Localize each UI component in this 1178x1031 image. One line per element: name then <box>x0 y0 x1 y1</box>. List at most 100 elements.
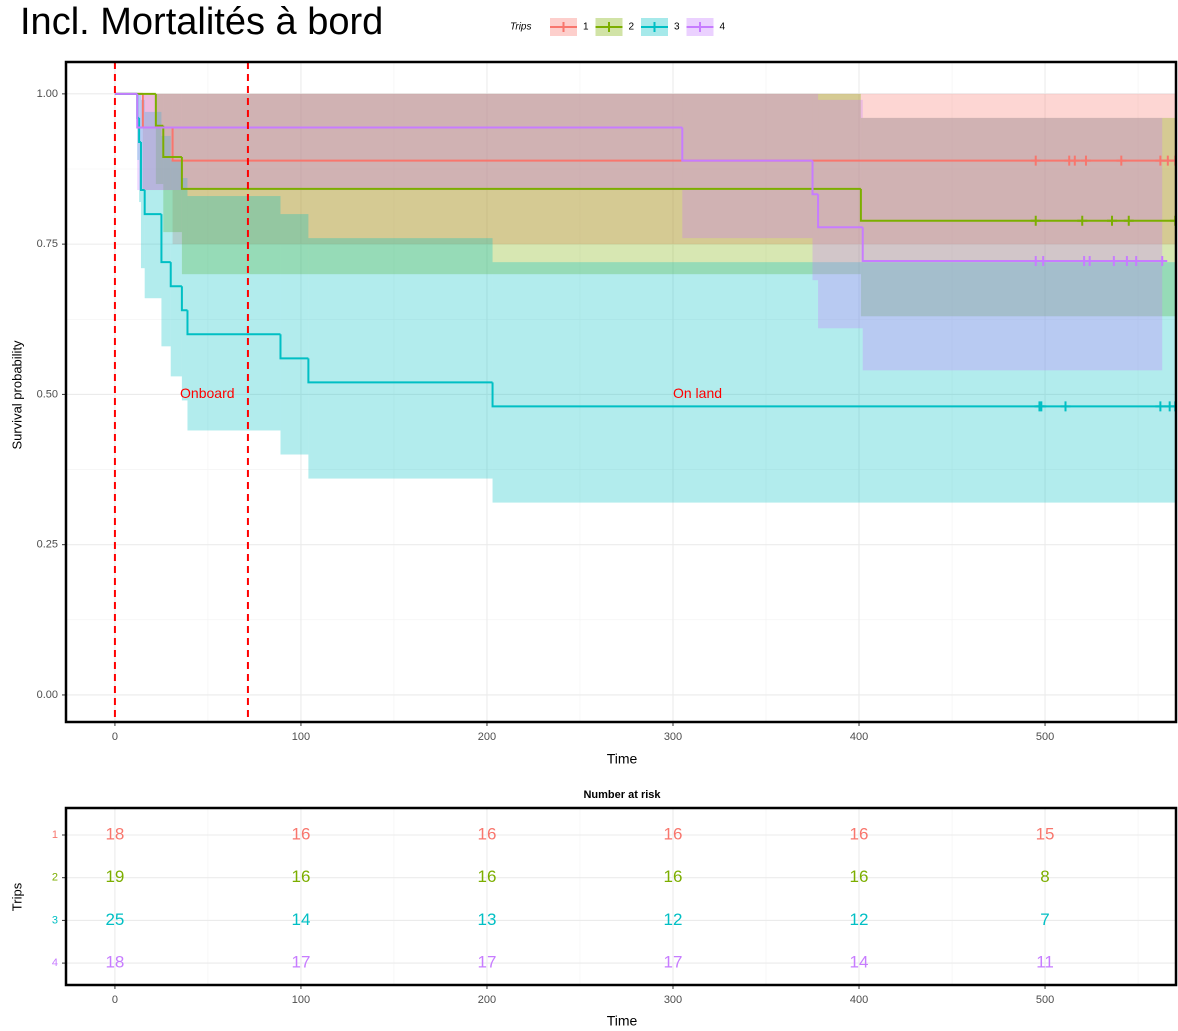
survival-step <box>307 358 493 384</box>
risk-count: 16 <box>664 867 683 886</box>
survival-step <box>180 286 188 312</box>
y-axis-label: Survival probability <box>9 340 24 450</box>
confidence-band <box>161 135 171 347</box>
risk-row-label: 2 <box>52 872 58 884</box>
plot-area <box>114 92 1176 503</box>
risk-count: 8 <box>1040 867 1049 886</box>
risk-x-tick-label: 400 <box>850 994 868 1006</box>
risk-x-tick-label: 100 <box>292 994 310 1006</box>
risk-count: 7 <box>1040 910 1049 929</box>
risk-x-tick-label: 200 <box>478 994 496 1006</box>
risk-table-title: Number at risk <box>583 789 661 801</box>
survival-step <box>861 227 1163 262</box>
survival-step <box>681 127 813 162</box>
confidence-band <box>860 117 1176 317</box>
censor-mark <box>1155 401 1166 412</box>
survival-step <box>160 214 171 264</box>
confidence-band <box>818 99 863 329</box>
risk-row-label: 3 <box>52 914 58 926</box>
x-tick-label: 400 <box>850 731 868 743</box>
risk-row-label: 4 <box>52 957 58 969</box>
risk-count: 16 <box>291 824 310 843</box>
censor-mark <box>1060 401 1071 412</box>
confidence-band <box>181 93 861 275</box>
chart-title: Incl. Mortalités à bord <box>20 1 383 43</box>
censor-mark <box>1157 255 1168 266</box>
risk-count: 14 <box>291 910 310 929</box>
risk-count: 18 <box>105 824 124 843</box>
risk-count: 13 <box>478 910 497 929</box>
censor-mark <box>1030 155 1041 166</box>
x-tick-label: 0 <box>112 731 118 743</box>
panel-border <box>64 60 1178 724</box>
risk-panel-border <box>64 806 1178 987</box>
legend-symbol <box>595 22 623 32</box>
risk-x-tick-label: 0 <box>112 994 118 1006</box>
risk-count: 25 <box>105 910 124 929</box>
x-tick-label: 100 <box>292 731 310 743</box>
legend-symbol <box>550 22 577 32</box>
confidence-band <box>308 238 493 479</box>
confidence-band <box>142 93 173 191</box>
survival-step <box>136 93 683 129</box>
confidence-band <box>187 196 281 431</box>
survival-step <box>811 160 819 196</box>
confidence-band <box>181 178 188 401</box>
legend-symbol <box>686 22 714 32</box>
confidence-band <box>140 99 145 269</box>
annotation: On land <box>673 385 722 401</box>
survival-step <box>171 127 1176 162</box>
survival-step <box>169 262 182 288</box>
risk-count: 16 <box>850 867 869 886</box>
risk-x-label: Time <box>607 1013 638 1029</box>
risk-count: 14 <box>850 953 869 972</box>
censor-mark <box>1107 215 1118 226</box>
survival-step <box>143 190 162 216</box>
risk-count: 12 <box>850 910 869 929</box>
censor-mark <box>1084 255 1095 266</box>
confidence-band <box>137 93 683 191</box>
confidence-band <box>862 117 1163 371</box>
x-tick-label: 500 <box>1036 731 1054 743</box>
censor-mark <box>1131 255 1142 266</box>
annotation: Onboard <box>180 385 234 401</box>
risk-x-tick-label: 300 <box>664 994 682 1006</box>
survival-step <box>138 117 141 143</box>
risk-count: 12 <box>664 910 683 929</box>
censor-mark <box>1116 155 1127 166</box>
legend-label: 1 <box>583 22 589 33</box>
survival-step <box>186 310 281 336</box>
legend-label: 2 <box>629 22 635 33</box>
censor-mark <box>1077 215 1088 226</box>
confidence-band <box>812 93 819 281</box>
risk-row-label: 1 <box>52 829 58 841</box>
y-tick-label: 0.50 <box>37 388 58 400</box>
risk-count: 16 <box>478 824 497 843</box>
risk-count: 17 <box>478 953 497 972</box>
survival-step <box>817 194 863 229</box>
confidence-band <box>170 159 182 377</box>
censor-mark <box>1108 255 1119 266</box>
survival-step <box>162 125 182 158</box>
y-tick-label: 0.00 <box>37 689 58 701</box>
legend-label: 3 <box>674 22 680 33</box>
risk-count: 17 <box>664 953 683 972</box>
censor-mark <box>1036 401 1047 412</box>
confidence-band <box>144 111 162 299</box>
survival-step <box>491 382 1176 408</box>
censor-mark <box>1123 215 1134 226</box>
survival-step <box>154 93 164 127</box>
censor-mark <box>1080 155 1091 166</box>
x-tick-label: 300 <box>664 731 682 743</box>
risk-x-tick-label: 500 <box>1036 994 1054 1006</box>
censor-mark <box>1030 215 1041 226</box>
risk-y-label: Trips <box>9 882 24 911</box>
risk-count: 16 <box>478 867 497 886</box>
legend-label: 4 <box>720 22 726 33</box>
censor-mark <box>1121 255 1132 266</box>
x-tick-label: 200 <box>478 731 496 743</box>
y-tick-label: 1.00 <box>37 88 58 100</box>
risk-count: 18 <box>105 953 124 972</box>
censor-mark <box>1038 255 1049 266</box>
